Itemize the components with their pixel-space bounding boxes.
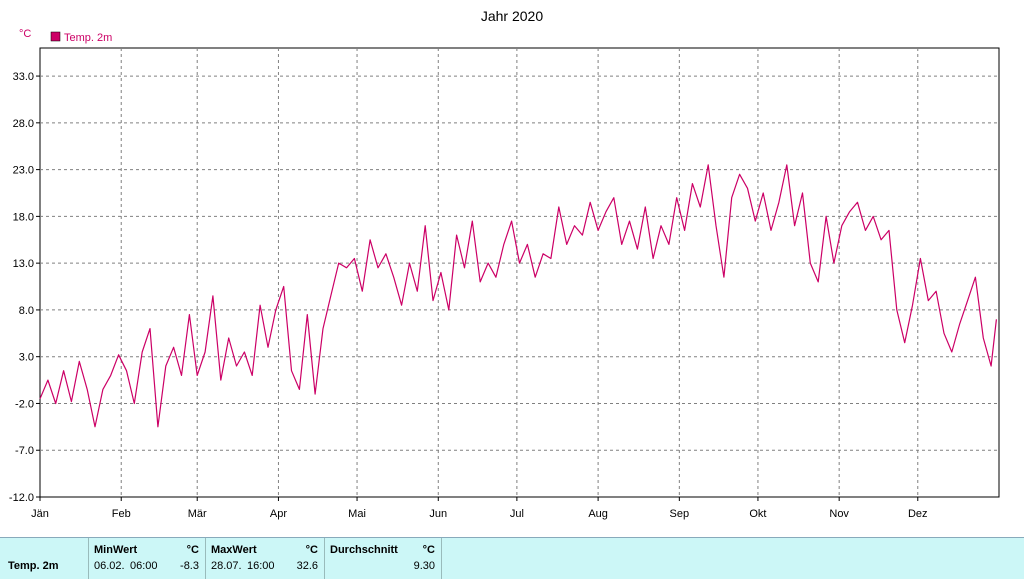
y-tick-label: 33.0: [13, 71, 34, 83]
legend-swatch: [50, 31, 61, 42]
y-axis-unit: °C: [19, 28, 31, 40]
series-line-temp-2m: [39, 164, 997, 428]
y-tick-label: -7.0: [15, 445, 34, 457]
x-tick-label: Sep: [670, 508, 690, 520]
min-header: MinWert: [94, 544, 138, 556]
x-tick-label: Mär: [188, 508, 207, 520]
x-tick-label: Feb: [112, 508, 131, 520]
avg-unit: °C: [422, 544, 435, 556]
plot-area: [39, 47, 1000, 498]
max-value: 32.6: [296, 560, 318, 572]
x-tick-label: Okt: [749, 508, 766, 520]
max-cell: MaxWert °C 28.07. 16:00 32.6: [206, 538, 325, 579]
y-tick-label: 3.0: [19, 352, 34, 364]
min-unit: °C: [186, 544, 199, 556]
avg-cell: Durchschnitt °C 9.30: [325, 538, 442, 579]
max-header: MaxWert: [211, 544, 257, 556]
legend-label: Temp. 2m: [64, 32, 112, 44]
x-tick-label: Jun: [429, 508, 447, 520]
max-date: 28.07.: [211, 560, 242, 572]
min-time: 06:00: [130, 560, 158, 572]
x-tick-label: Nov: [829, 508, 849, 520]
y-tick-label: 28.0: [13, 118, 34, 130]
avg-header: Durchschnitt: [330, 544, 398, 556]
min-cell: MinWert °C 06.02. 06:00 -8.3: [89, 538, 206, 579]
x-axis-ticks: Jän Feb Mär Apr Mai Jun Jul Aug Sep Okt Nov Dez: [31, 497, 928, 520]
max-unit: °C: [305, 544, 318, 556]
y-tick-label: -12.0: [9, 492, 34, 504]
y-axis-ticks: 33.0 28.0 23.0 18.0 13.0 8.0 3.0 -2.0 -7.0 -12.0: [9, 71, 40, 504]
max-time: 16:00: [247, 560, 275, 572]
y-tick-label: 23.0: [13, 165, 34, 177]
y-tick-label: 18.0: [13, 211, 34, 223]
stats-row-label: Temp. 2m: [8, 560, 59, 572]
chart-title: Jahr 2020: [481, 8, 543, 24]
x-tick-label: Jän: [31, 508, 49, 520]
y-tick-label: 13.0: [13, 258, 34, 270]
grid: [40, 48, 999, 497]
x-tick-label: Dez: [908, 508, 928, 520]
min-value: -8.3: [180, 560, 199, 572]
avg-value: 9.30: [413, 560, 435, 572]
y-tick-label: 8.0: [19, 305, 34, 317]
x-tick-label: Mai: [348, 508, 366, 520]
temperature-chart: Jahr 2020 °C Temp. 2m 33.0 28.0 23.0 18.0 13…: [9, 8, 1000, 520]
stats-panel: Temp. 2m MinWert °C 06.02. 06:00 -8.3 Ma…: [0, 537, 1024, 579]
min-date: 06.02.: [94, 560, 125, 572]
x-tick-label: Jul: [510, 508, 524, 520]
stats-row-label-cell: Temp. 2m: [0, 538, 89, 579]
y-tick-label: -2.0: [15, 398, 34, 410]
x-tick-label: Apr: [270, 508, 287, 520]
x-tick-label: Aug: [588, 508, 608, 520]
